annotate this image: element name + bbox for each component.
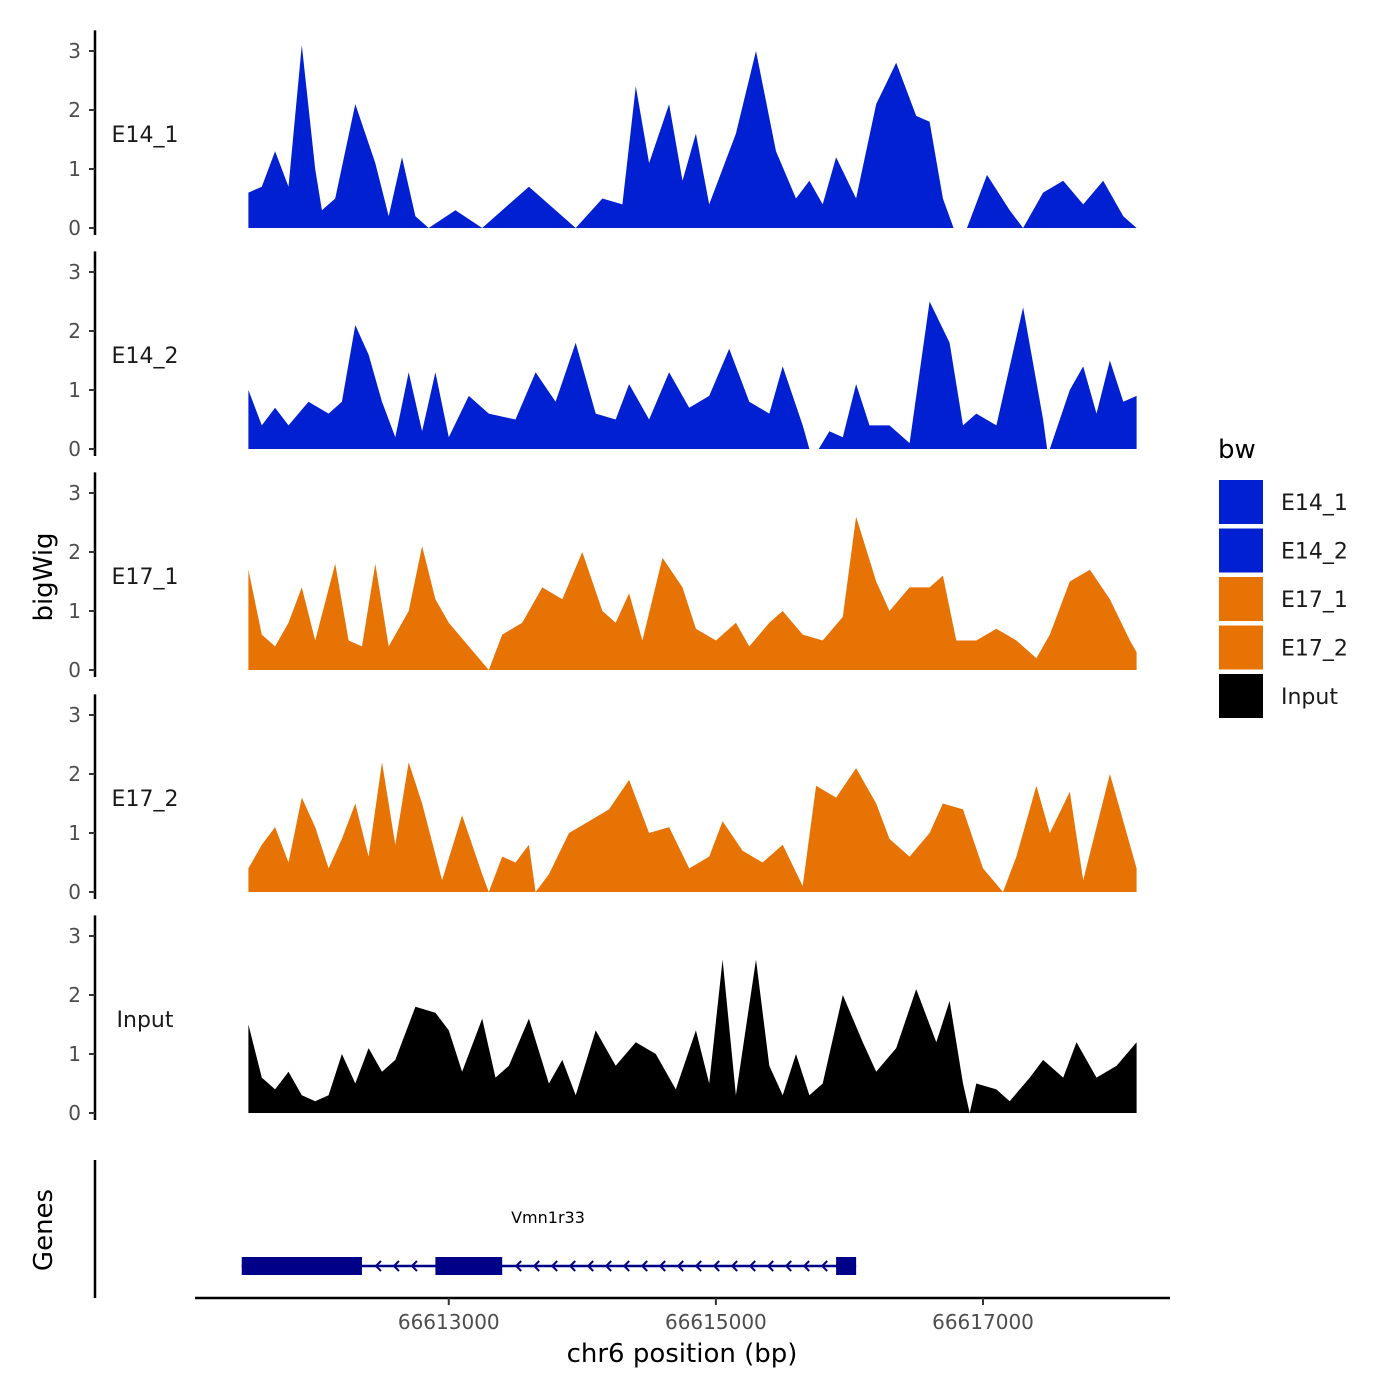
y-tick-label: 0 xyxy=(68,437,81,461)
strand-arrow xyxy=(658,1260,666,1272)
y-tick-label: 2 xyxy=(68,319,81,343)
x-axis: 66613000 66615000 66617000 xyxy=(195,1296,1170,1334)
signal-tracks: 0 1 2 3 E14_1 0 1 2 3 E14_2 0 1 2 3 E17_1 0 1 2 3 E17_2 0 1 2 3… xyxy=(68,30,1137,1125)
y-tick-label: 2 xyxy=(68,983,81,1007)
legend-swatch-e17-1 xyxy=(1219,577,1263,621)
y-tick-label: 1 xyxy=(68,821,81,845)
strand-arrow xyxy=(604,1260,612,1272)
legend-label-e14-1: E14_1 xyxy=(1281,491,1348,516)
legend-label-input: Input xyxy=(1281,685,1338,710)
strand-arrow xyxy=(532,1260,540,1272)
legend-title: bw xyxy=(1218,435,1256,465)
track-e17-1: 0 1 2 3 E17_1 xyxy=(68,472,1137,682)
x-tick-label: 66615000 xyxy=(665,1310,767,1334)
gene-exon xyxy=(836,1257,857,1275)
gene-track-title: Genes xyxy=(29,1189,59,1271)
y-tick-label: 3 xyxy=(68,703,81,727)
legend-label-e17-1: E17_1 xyxy=(1281,588,1348,613)
strand-arrow xyxy=(712,1260,720,1272)
gene-exon xyxy=(435,1257,503,1275)
legend-swatch-e14-1 xyxy=(1219,480,1263,524)
y-tick-label: 1 xyxy=(68,1042,81,1066)
track-e14-1: 0 1 2 3 E14_1 xyxy=(68,30,1137,240)
strand-arrow xyxy=(676,1260,684,1272)
x-tick-label: 66613000 xyxy=(398,1310,500,1334)
track-label-e14-2: E14_2 xyxy=(112,344,179,369)
y-tick-label: 2 xyxy=(68,540,81,564)
legend-swatch-input xyxy=(1219,674,1263,718)
track-label-e17-2: E17_2 xyxy=(112,787,179,812)
legend-label-e17-2: E17_2 xyxy=(1281,637,1348,662)
gene-track: Vmn1r33 xyxy=(93,1160,857,1298)
strand-arrow xyxy=(694,1260,702,1272)
y-tick-label: 1 xyxy=(68,599,81,623)
track-e14-2: 0 1 2 3 E14_2 xyxy=(68,251,1137,461)
strand-arrow xyxy=(784,1260,792,1272)
legend: bw E14_1 E14_2 E17_1 E17_2 Input xyxy=(1218,435,1348,718)
strand-arrow xyxy=(622,1260,630,1272)
x-axis-title: chr6 position (bp) xyxy=(567,1339,798,1369)
legend-label-e14-2: E14_2 xyxy=(1281,540,1348,565)
strand-arrow xyxy=(514,1260,522,1272)
y-tick-label: 3 xyxy=(68,924,81,948)
y-tick-label: 3 xyxy=(68,260,81,284)
track-label-input: Input xyxy=(117,1008,174,1033)
track-label-e14-1: E14_1 xyxy=(112,123,179,148)
y-tick-label: 3 xyxy=(68,39,81,63)
y-tick-label: 0 xyxy=(68,216,81,240)
strand-arrow xyxy=(392,1260,400,1272)
y-axis-title: bigWig xyxy=(29,532,59,621)
strand-arrow xyxy=(410,1260,418,1272)
track-area-e14-1 xyxy=(248,45,1137,228)
strand-arrow xyxy=(730,1260,738,1272)
track-area-input xyxy=(248,959,1137,1113)
strand-arrow xyxy=(586,1260,594,1272)
strand-arrow xyxy=(748,1260,756,1272)
y-tick-label: 0 xyxy=(68,1101,81,1125)
strand-arrow xyxy=(550,1260,558,1272)
strand-arrow xyxy=(820,1260,828,1272)
y-tick-label: 2 xyxy=(68,98,81,122)
y-tick-label: 0 xyxy=(68,658,81,682)
strand-arrow xyxy=(766,1260,774,1272)
track-area-e17-1 xyxy=(248,516,1137,670)
y-tick-label: 2 xyxy=(68,762,81,786)
y-tick-label: 1 xyxy=(68,157,81,181)
track-area-e17-2 xyxy=(248,762,1137,892)
strand-arrow xyxy=(568,1260,576,1272)
gene-name-label: Vmn1r33 xyxy=(511,1208,585,1227)
track-e17-2: 0 1 2 3 E17_2 xyxy=(68,694,1137,904)
legend-swatch-e14-2 xyxy=(1219,528,1263,573)
track-input: 0 1 2 3 Input xyxy=(68,915,1137,1125)
y-tick-label: 0 xyxy=(68,880,81,904)
x-tick-label: 66617000 xyxy=(932,1310,1034,1334)
strand-arrow xyxy=(374,1260,382,1272)
track-area-e14-2 xyxy=(248,301,1137,449)
y-tick-label: 3 xyxy=(68,481,81,505)
legend-swatch-e17-2 xyxy=(1219,625,1263,670)
strand-arrow xyxy=(640,1260,648,1272)
gene-exon xyxy=(241,1257,362,1275)
y-tick-label: 1 xyxy=(68,378,81,402)
strand-arrow xyxy=(802,1260,810,1272)
track-label-e17-1: E17_1 xyxy=(112,565,179,590)
